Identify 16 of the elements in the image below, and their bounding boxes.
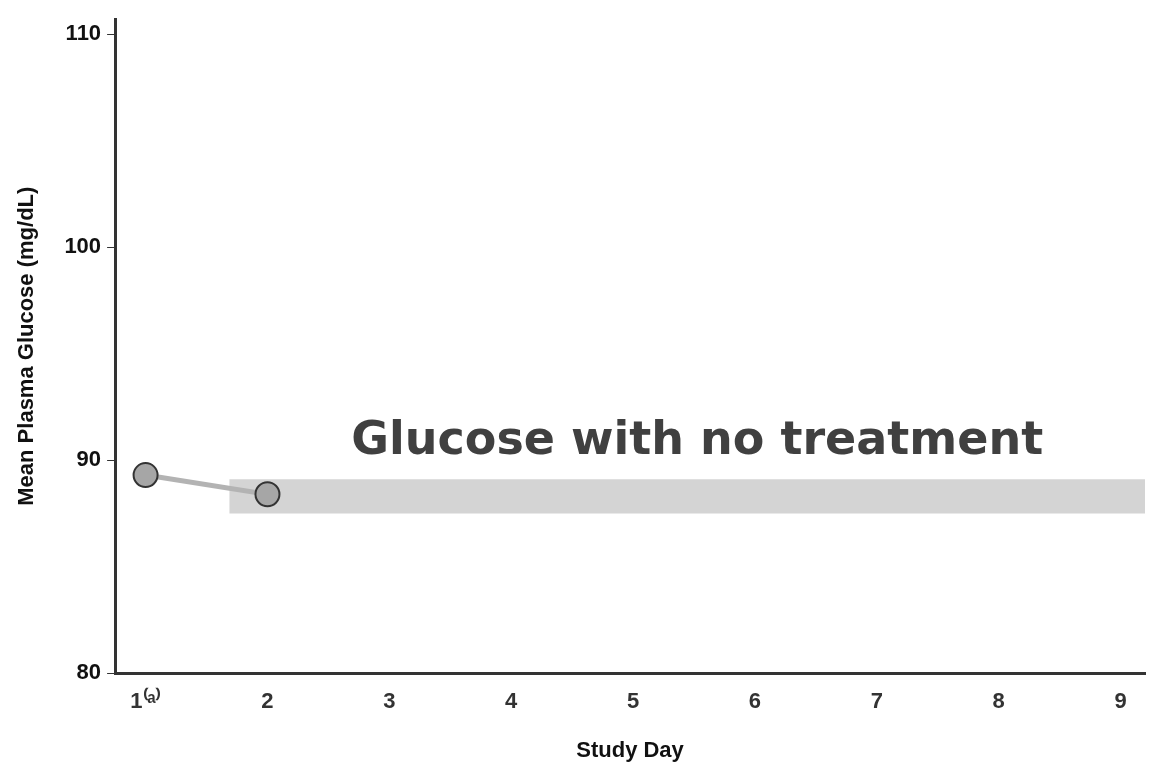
x-tick-label: 9 <box>1114 688 1127 714</box>
x-tick-label: 2 <box>261 688 274 714</box>
y-tick-label: 100 <box>64 233 102 259</box>
band-label: Glucose with no treatment <box>351 411 1044 466</box>
y-tick-label: 110 <box>65 20 102 46</box>
x-tick-label: 1⁽ᵃ⁾ <box>130 687 161 714</box>
x-tick-label: 7 <box>870 688 883 714</box>
x-tick-label: 3 <box>383 688 396 714</box>
x-axis-title: Study Day <box>576 736 685 762</box>
x-tick-label: 6 <box>748 688 762 714</box>
y-tick-label: 90 <box>76 446 102 472</box>
x-tick-label: 4 <box>505 688 519 714</box>
y-tick-label: 80 <box>76 659 102 685</box>
x-tick-label: 8 <box>992 688 1005 714</box>
y-axis-title: Mean Plasma Glucose (mg/dL) <box>13 186 39 506</box>
x-tick-label: 5 <box>626 688 640 714</box>
